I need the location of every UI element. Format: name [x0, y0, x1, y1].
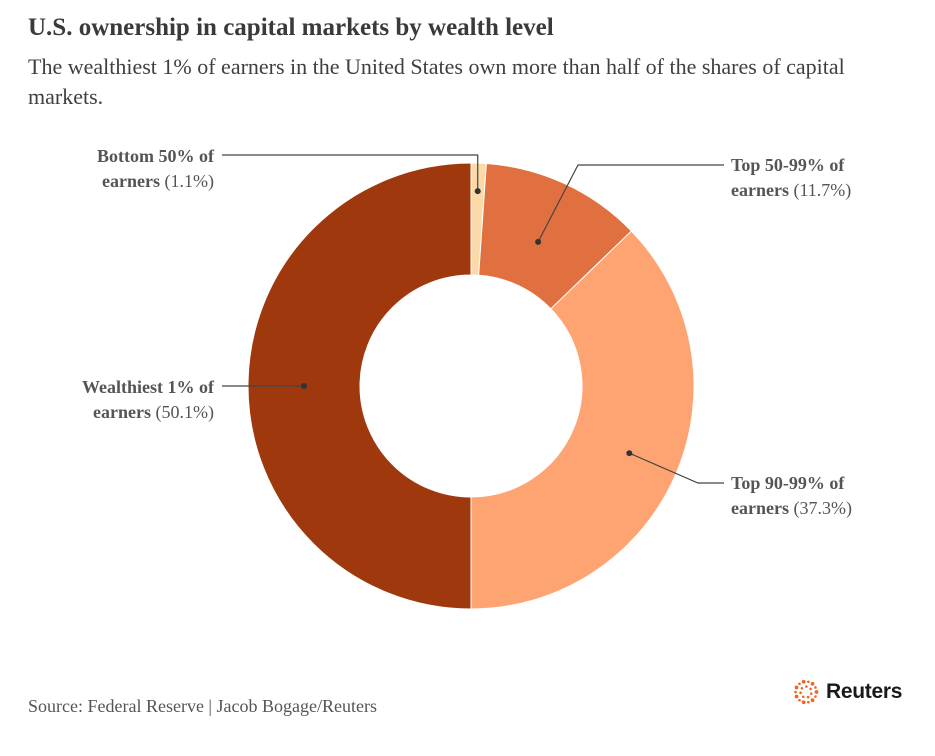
- slice-label-top-50-99-title: Top 50-99% of: [731, 155, 845, 175]
- donut-slice-top-90-99: [470, 230, 695, 610]
- reuters-dot-ring-icon: [794, 679, 819, 705]
- leader-dot-bottom-50: [474, 188, 481, 195]
- slice-label-bottom-50: Bottom 50% of earners (1.1%): [60, 144, 214, 194]
- leader-dot-top-90-99: [626, 450, 633, 457]
- slice-label-top-50-99-title-2: earners: [731, 180, 789, 200]
- slice-label-wealthiest-1: Wealthiest 1% of earners (50.1%): [40, 375, 214, 425]
- slice-label-top-90-99-title: Top 90-99% of: [731, 473, 845, 493]
- leader-line-top-90-99: [629, 452, 724, 484]
- slice-label-top-90-99: Top 90-99% of earners (37.3%): [731, 471, 911, 521]
- slice-label-wealthiest-1-title-2: earners: [93, 402, 152, 422]
- slice-value-top-90-99: (37.3%): [793, 498, 852, 518]
- leader-dot-wealthiest-1: [301, 383, 307, 389]
- slice-label-top-50-99: Top 50-99% of earners (11.7%): [731, 153, 911, 203]
- leader-dot-top-50-99: [535, 238, 542, 245]
- chart-subtitle: The wealthiest 1% of earners in the Unit…: [28, 54, 845, 109]
- donut-slice-wealthiest-1: [247, 162, 472, 610]
- leader-line-bottom-50: [222, 154, 479, 192]
- source-note: Source: Federal Reserve | Jacob Bogage/R…: [28, 696, 377, 716]
- slice-value-wealthiest-1: (50.1%): [155, 402, 214, 422]
- chart-title: U.S. ownership in capital markets by wea…: [28, 14, 554, 41]
- slice-label-wealthiest-1-title: Wealthiest 1% of: [82, 377, 214, 397]
- leader-line-top-50-99: [537, 164, 724, 243]
- slice-label-top-90-99-title-2: earners: [731, 498, 789, 518]
- slice-label-bottom-50-title-2: earners: [102, 171, 161, 191]
- slice-value-bottom-50: (1.1%): [164, 171, 214, 191]
- slice-label-bottom-50-title: Bottom 50% of: [97, 146, 214, 166]
- slice-value-top-50-99: (11.7%): [793, 180, 852, 200]
- reuters-logo-text: Reuters: [826, 680, 903, 703]
- reuters-logo: Reuters: [792, 678, 902, 706]
